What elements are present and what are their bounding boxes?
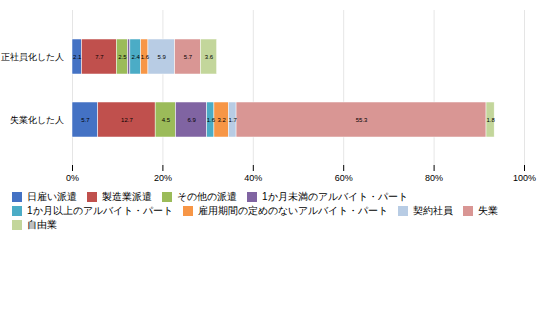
html-text:1か月以上のアルバイト・パート: 1か月以上のアルバイト・パート [27,205,173,216]
svg-text:5.9: 5.9 [158,54,167,60]
svg-text:12.7: 12.7 [121,117,133,123]
svg-text:3.6: 3.6 [205,54,214,60]
svg-text:5.7: 5.7 [81,117,90,123]
html-text:その他の派遣: その他の派遣 [177,191,237,202]
svg-text:3.2: 3.2 [217,117,226,123]
svg-text:2.1: 2.1 [73,54,82,60]
svg-text:失業化した人: 失業化した人 [10,115,64,125]
svg-text:正社員化した人: 正社員化した人 [1,52,64,62]
html-text:契約社員: 契約社員 [412,205,453,216]
svg-text:60%: 60% [335,173,353,183]
html-text:製造業派遣: 製造業派遣 [102,191,152,202]
svg-text:1.6: 1.6 [207,117,216,123]
svg-text:1.6: 1.6 [141,54,150,60]
svg-text:0%: 0% [66,173,79,183]
svg-text:2.5: 2.5 [118,54,127,60]
svg-text:55.3: 55.3 [356,117,368,123]
html-text:1か月未満のアルバイト・パート: 1か月未満のアルバイト・パート [262,191,408,202]
html-text:雇用期間の定めのないアルバイト・パート: 雇用期間の定めのないアルバイト・パート [197,205,388,216]
svg-text:2.4: 2.4 [132,54,141,60]
svg-text:1.8: 1.8 [486,117,495,123]
html-text:自由業: 自由業 [27,219,57,230]
svg-text:7.7: 7.7 [95,54,104,60]
svg-text:40%: 40% [244,173,262,183]
svg-text:4.5: 4.5 [162,117,171,123]
svg-text:1.7: 1.7 [229,117,238,123]
svg-text:5.7: 5.7 [184,54,193,60]
svg-text:6.9: 6.9 [187,117,196,123]
html-text:失業: 失業 [477,205,498,216]
svg-text:80%: 80% [425,173,443,183]
svg-text:20%: 20% [154,173,172,183]
svg-text:100%: 100% [513,173,536,183]
html-text:日雇い派遣: 日雇い派遣 [27,191,77,202]
